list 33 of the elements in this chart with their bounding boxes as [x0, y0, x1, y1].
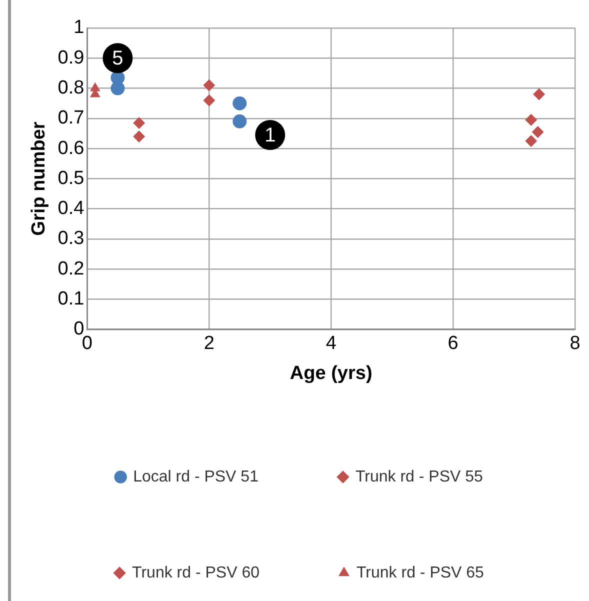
- y-tick-label: 0.2: [58, 258, 84, 280]
- point: [133, 116, 146, 129]
- point: [133, 130, 146, 143]
- point: [532, 126, 544, 138]
- y-tick-label: 0.8: [58, 78, 84, 99]
- legend-label: Trunk rd - PSV 55: [355, 468, 484, 486]
- point: [232, 96, 247, 110]
- y-tick-label: 0.9: [58, 47, 84, 68]
- y-tick-label: 1: [74, 17, 84, 38]
- point: [203, 79, 216, 92]
- y-tick-label: 0.7: [58, 108, 84, 129]
- point: [232, 114, 247, 128]
- point: [525, 114, 538, 126]
- x-tick-label: 8: [570, 333, 580, 354]
- y-tick-label: 0.5: [58, 168, 84, 189]
- x-tick-label: 2: [204, 333, 214, 354]
- y-tick-label: 0.6: [58, 138, 84, 159]
- x-axis-title: Age (yrs): [290, 362, 372, 384]
- legend-label: Trunk rd - PSV 60: [132, 564, 260, 582]
- annotation: 1: [264, 124, 276, 147]
- x-tick-label: 4: [326, 333, 337, 354]
- point: [110, 81, 125, 96]
- x-tick-label: 6: [448, 333, 458, 354]
- point: [525, 135, 538, 148]
- legend-label: Trunk rd - PSV 65: [356, 564, 484, 582]
- legend-label: Local rd - PSV 51: [133, 468, 259, 486]
- annotation: 5: [112, 48, 124, 70]
- y-tick-label: 0.4: [58, 198, 85, 220]
- point: [203, 94, 216, 106]
- y-axis-title: Grip number: [28, 121, 50, 236]
- point: [533, 88, 546, 100]
- y-tick-label: 0.1: [58, 288, 84, 310]
- y-tick-label: 0.3: [58, 228, 84, 250]
